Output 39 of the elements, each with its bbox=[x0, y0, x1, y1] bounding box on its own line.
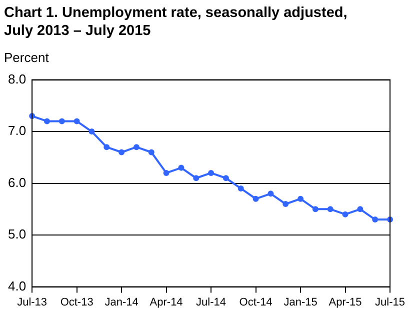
point bbox=[44, 118, 50, 124]
y-axis-title: Percent bbox=[4, 50, 49, 65]
chart-title: Chart 1. Unemployment rate, seasonally adjusted, July 2013 – July 2015 bbox=[4, 4, 348, 40]
x-tick-label: Jan-14 bbox=[104, 296, 138, 308]
point bbox=[208, 170, 214, 176]
point bbox=[342, 211, 348, 218]
x-tick-label: Oct-14 bbox=[239, 296, 272, 308]
point bbox=[133, 144, 140, 150]
point bbox=[178, 164, 184, 171]
point bbox=[252, 196, 259, 202]
point bbox=[372, 216, 378, 223]
point bbox=[238, 185, 244, 192]
point bbox=[104, 144, 110, 150]
x-tick-label: Jul-15 bbox=[375, 296, 406, 308]
point bbox=[193, 175, 200, 182]
y-tick-label: 6.0 bbox=[8, 174, 26, 190]
point bbox=[163, 170, 170, 176]
y-tick-label: 4.0 bbox=[8, 278, 26, 294]
x-tick-label: Jul-14 bbox=[196, 296, 226, 308]
point bbox=[282, 201, 289, 207]
x-tick-label: Jan-15 bbox=[284, 296, 318, 308]
point bbox=[298, 196, 304, 202]
point bbox=[312, 206, 318, 212]
point bbox=[268, 190, 274, 197]
point bbox=[327, 206, 334, 212]
point bbox=[148, 149, 154, 156]
point bbox=[118, 149, 125, 156]
x-tick-label: Jul-13 bbox=[17, 296, 48, 308]
y-tick-label: 7.0 bbox=[8, 123, 26, 138]
x-tick-label: Oct-13 bbox=[60, 296, 94, 308]
point bbox=[74, 118, 80, 124]
x-tick-label: Apr-15 bbox=[328, 296, 362, 308]
y-tick-label: 8.0 bbox=[8, 71, 26, 86]
y-tick-label: 5.0 bbox=[8, 226, 26, 242]
point bbox=[222, 175, 229, 182]
point bbox=[88, 128, 95, 135]
point bbox=[357, 206, 364, 212]
point bbox=[58, 118, 65, 124]
x-tick-label: Apr-14 bbox=[150, 296, 183, 308]
